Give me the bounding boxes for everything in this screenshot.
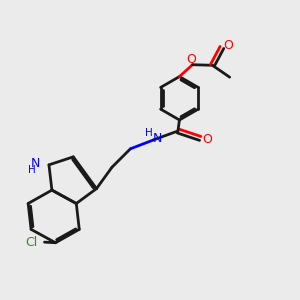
Text: Cl: Cl [25,236,37,249]
Text: O: O [202,134,212,146]
Text: N: N [31,157,40,170]
Text: O: O [223,39,233,52]
Text: N: N [153,132,162,145]
Text: H: H [28,165,36,175]
Text: H: H [145,128,153,138]
Text: O: O [186,53,196,66]
